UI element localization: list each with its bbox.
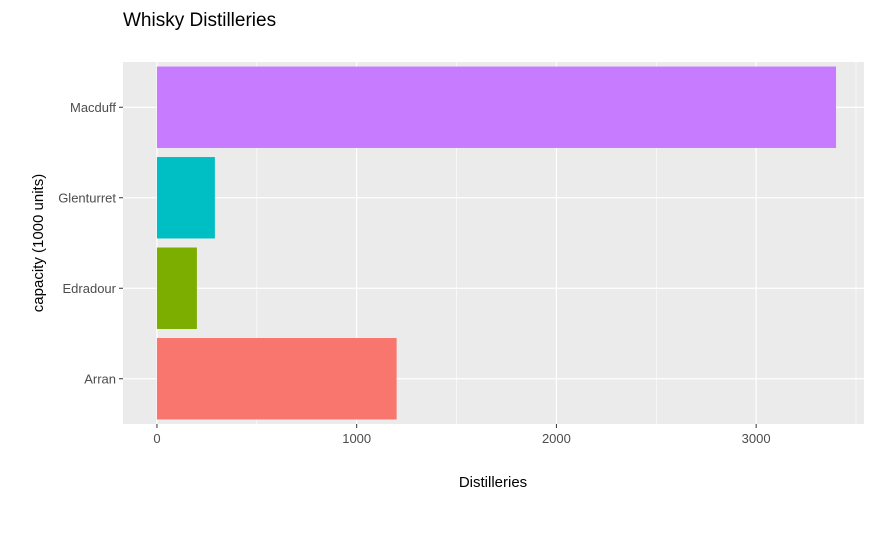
x-tick-label: 0 xyxy=(153,431,160,446)
y-axis-ticks: Arran Edradour Glenturret Macduff xyxy=(58,100,123,386)
y-tick-label: Edradour xyxy=(63,281,117,296)
bar-edradour xyxy=(156,247,197,329)
y-tick-label: Glenturret xyxy=(58,190,116,205)
y-tick-label: Arran xyxy=(84,371,116,386)
y-tick-label: Macduff xyxy=(70,100,116,115)
bar-arran xyxy=(156,338,397,420)
x-tick-label: 1000 xyxy=(342,431,371,446)
chart-title: Whisky Distilleries xyxy=(123,10,276,31)
x-tick-label: 2000 xyxy=(542,431,571,446)
bars xyxy=(156,66,837,420)
x-tick-label: 3000 xyxy=(742,431,771,446)
bar-macduff xyxy=(156,66,837,148)
x-axis-ticks: 0 1000 2000 3000 xyxy=(153,424,771,446)
x-axis-title: Distilleries xyxy=(459,474,527,491)
bar-glenturret xyxy=(156,157,215,239)
y-axis-title: capacity (1000 units) xyxy=(30,174,47,312)
